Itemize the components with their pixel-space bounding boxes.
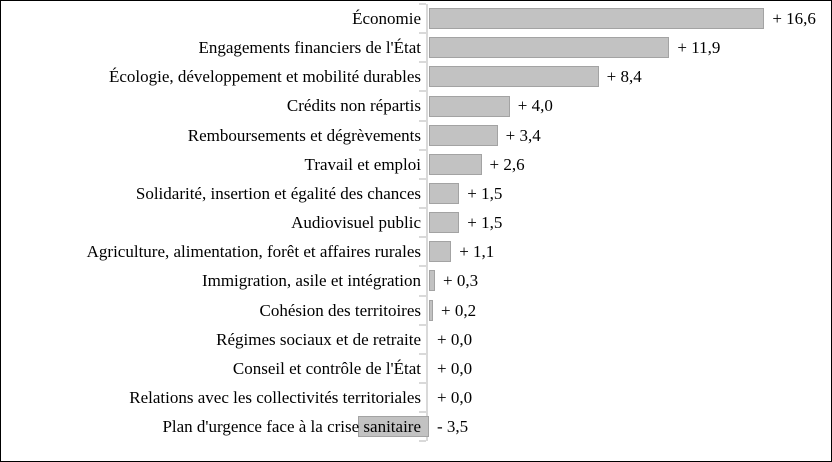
value-label: + 1,5 [467,213,503,233]
bar [429,270,436,292]
axis-tick [419,90,426,93]
category-label: Audiovisuel public [291,213,421,233]
bar [429,212,460,234]
axis-tick [419,148,426,151]
category-label: Conseil et contrôle de l'État [232,358,421,378]
value-label: + 4,0 [517,96,553,116]
axis-tick [419,381,426,384]
bar [429,241,452,263]
axis-tick [419,265,426,268]
axis-tick [419,3,426,5]
category-label: Travail et emploi [304,154,421,174]
axis-tick [419,236,426,239]
axis-tick [419,323,426,326]
value-label: + 1,5 [467,183,503,203]
bar [429,66,599,88]
value-label: + 2,6 [489,154,525,174]
axis-tick [419,207,426,210]
value-label: + 0,0 [437,329,473,349]
category-label: Économie [352,9,421,28]
category-label: Agriculture, alimentation, forêt et affa… [86,242,421,262]
category-label: Écologie, développement et mobilité dura… [108,67,421,87]
value-label: + 3,4 [505,125,541,145]
bar [429,299,434,321]
axis-tick [419,411,426,414]
bar [429,182,460,204]
axis-tick [419,119,426,122]
bar [429,153,482,175]
axis-tick [419,352,426,355]
value-label: - 3,5 [437,417,469,437]
category-label: Engagements financiers de l'État [198,38,421,58]
value-label: + 0,0 [437,387,473,407]
axis-tick [419,294,426,297]
bar [429,95,510,117]
category-label: Immigration, asile et intégration [201,271,421,291]
value-label: + 1,1 [459,242,495,262]
value-label: + 11,9 [677,38,721,58]
category-label: Remboursements et dégrèvements [187,125,421,145]
axis-tick [419,32,426,35]
axis-tick [419,440,426,443]
category-label: Crédits non répartis [286,96,421,116]
axis-tick [419,61,426,64]
bar [429,37,670,59]
value-label: + 8,4 [606,67,642,87]
category-label: Relations avec les collectivités territo… [129,387,421,407]
value-label: + 0,0 [437,358,473,378]
category-label: Plan d'urgence face à la crise sanitaire [162,417,421,437]
value-label: + 16,6 [772,9,816,28]
category-label: Solidarité, insertion et égalité des cha… [135,183,421,203]
axis-tick [419,177,426,180]
value-label: + 0,2 [441,300,477,320]
value-label: + 0,3 [443,271,479,291]
category-label: Cohésion des territoires [259,300,421,320]
bar [429,124,498,146]
bar [358,416,429,438]
bar [429,8,765,30]
category-axis-line [426,4,428,442]
category-label: Régimes sociaux et de retraite [216,329,421,349]
